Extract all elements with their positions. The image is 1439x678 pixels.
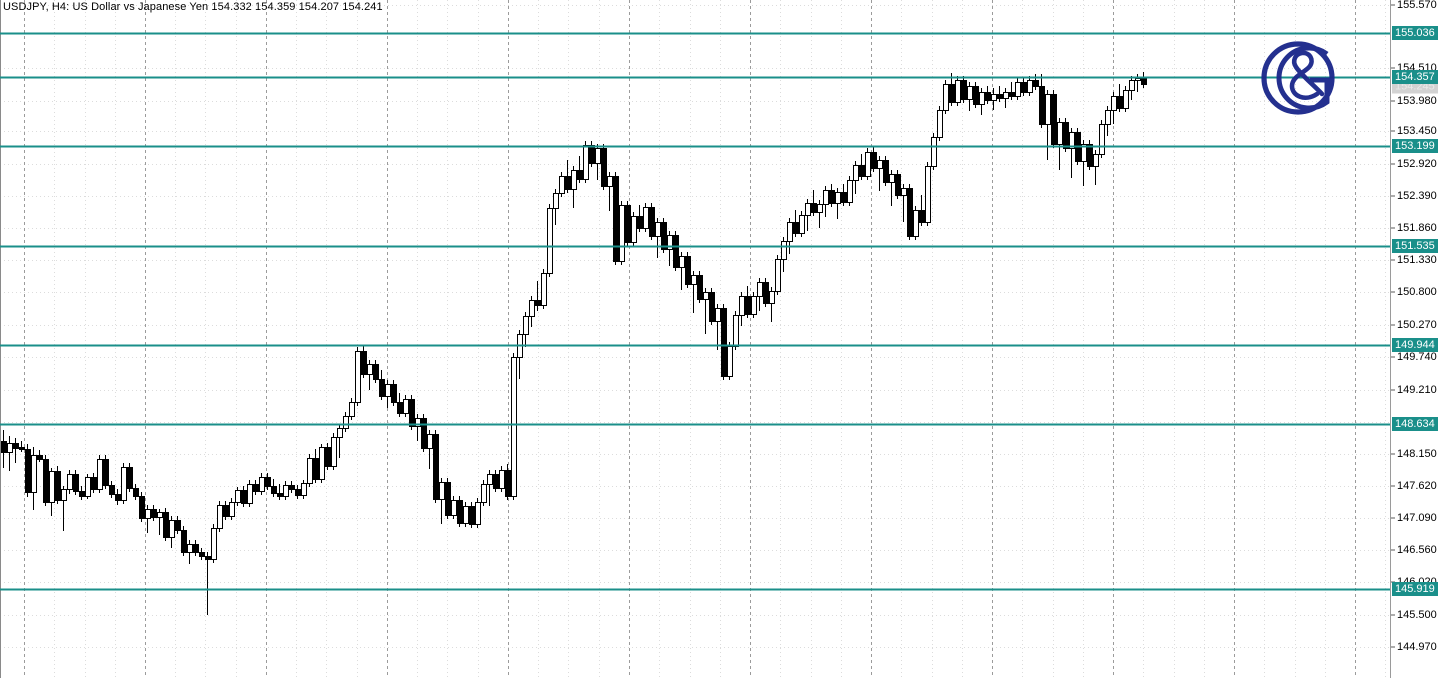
price-scale-axis[interactable]: 155.570 154.510 153.980 153.450 152.920 152.3…	[1390, 0, 1439, 678]
price-tick-mark	[1391, 324, 1395, 326]
price-tick-mark	[1391, 549, 1395, 551]
price-tick-mark	[1391, 485, 1395, 487]
horizontal-price-levels[interactable]	[0, 0, 1390, 678]
price-tick-label: 155.570	[1397, 0, 1437, 11]
price-tick-mark	[1391, 4, 1395, 6]
price-tick-mark	[1391, 646, 1395, 648]
price-tick-label: 149.740	[1397, 351, 1437, 363]
price-level-tag[interactable]: 145.919	[1392, 582, 1438, 596]
price-tick-mark	[1391, 453, 1395, 455]
chart-gridlines	[0, 0, 1390, 678]
price-tick-label: 144.970	[1397, 641, 1437, 653]
price-level-tag[interactable]: 155.036	[1392, 26, 1438, 40]
price-tick-mark	[1391, 130, 1395, 132]
price-level-tag[interactable]: 148.634	[1392, 417, 1438, 431]
price-tick-label: 146.560	[1397, 544, 1437, 556]
price-tick-label: 148.150	[1397, 448, 1437, 460]
price-level-tag[interactable]: 154.357	[1392, 70, 1438, 84]
price-tick-mark	[1391, 259, 1395, 261]
price-tick-mark	[1391, 517, 1395, 519]
chart-plot-area[interactable]	[0, 0, 1390, 678]
price-tick-label: 153.450	[1397, 125, 1437, 137]
price-tick-mark	[1391, 389, 1395, 391]
price-tick-label: 150.270	[1397, 319, 1437, 331]
price-tick-mark	[1391, 163, 1395, 165]
price-tick-mark	[1391, 100, 1395, 102]
chart-symbol-header: USDJPY, H4: US Dollar vs Japanese Yen 15…	[3, 1, 383, 13]
price-tick-label: 145.500	[1397, 609, 1437, 621]
price-tick-label: 153.980	[1397, 95, 1437, 107]
price-tick-mark	[1391, 67, 1395, 69]
price-level-tag[interactable]: 149.944	[1392, 338, 1438, 352]
price-tick-label: 147.620	[1397, 480, 1437, 492]
price-tick-label: 152.920	[1397, 158, 1437, 170]
price-tick-mark	[1391, 614, 1395, 616]
price-tick-mark	[1391, 291, 1395, 293]
cg-monogram-logo	[1261, 41, 1335, 115]
price-tick-mark	[1391, 195, 1395, 197]
price-tick-mark	[1391, 356, 1395, 358]
price-tick-label: 147.090	[1397, 512, 1437, 524]
price-level-tag[interactable]: 151.535	[1392, 239, 1438, 253]
price-tick-label: 151.330	[1397, 254, 1437, 266]
price-level-tag[interactable]: 153.199	[1392, 139, 1438, 153]
price-tick-mark	[1391, 227, 1395, 229]
price-tick-label: 151.860	[1397, 222, 1437, 234]
price-tick-label: 149.210	[1397, 384, 1437, 396]
price-tick-label: 150.800	[1397, 286, 1437, 298]
price-tick-label: 152.390	[1397, 190, 1437, 202]
